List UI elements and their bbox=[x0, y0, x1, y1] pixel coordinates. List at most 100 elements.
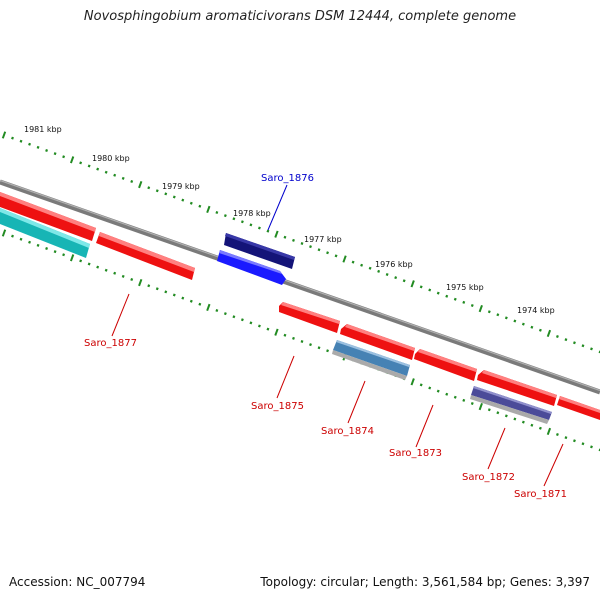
gene-label-saro-1875[interactable]: Saro_1875 bbox=[251, 401, 304, 412]
outer-minor-tick bbox=[223, 214, 227, 218]
gene-arrow-saro-1877[interactable] bbox=[96, 232, 195, 280]
outer-minor-tick bbox=[266, 229, 270, 233]
gene-label-saro-1871[interactable]: Saro_1871 bbox=[514, 489, 567, 500]
inner-minor-tick bbox=[36, 243, 40, 247]
inner-minor-tick bbox=[309, 343, 312, 347]
outer-minor-tick bbox=[232, 217, 236, 221]
page-title: Novosphingobium aromaticivorans DSM 1244… bbox=[83, 9, 517, 24]
gene-arrow-saro-1873[interactable] bbox=[414, 349, 477, 381]
outer-minor-tick bbox=[53, 152, 57, 156]
outer-minor-tick bbox=[573, 341, 576, 345]
inner-minor-tick bbox=[292, 336, 295, 340]
accession-text: Accession: NC_007794 bbox=[9, 575, 146, 589]
inner-minor-tick bbox=[155, 287, 159, 291]
scale-label: 1974 kbp bbox=[517, 306, 555, 315]
gene-labels: Saro_1876 Saro_1877 Saro_1875 Saro_1874 … bbox=[84, 173, 567, 500]
topology-text: Topology: circular; Length: 3,561,584 bp… bbox=[260, 575, 590, 589]
leader-saro-1877 bbox=[111, 293, 130, 337]
outer-minor-tick bbox=[283, 235, 287, 239]
outer-minor-tick bbox=[394, 276, 398, 280]
outer-minor-tick bbox=[104, 170, 108, 174]
gene-arrow-saro-1874[interactable] bbox=[340, 324, 415, 360]
inner-major-tick bbox=[546, 427, 552, 436]
outer-minor-tick bbox=[564, 338, 568, 342]
inner-minor-tick bbox=[19, 237, 23, 241]
inner-minor-tick bbox=[538, 426, 542, 430]
feature-steel[interactable] bbox=[332, 340, 410, 380]
inner-minor-tick bbox=[436, 389, 440, 393]
inner-minor-tick bbox=[45, 246, 49, 251]
outer-minor-tick bbox=[385, 272, 389, 277]
inner-minor-tick bbox=[487, 408, 491, 412]
gene-arrow-saro-1871[interactable] bbox=[557, 396, 600, 420]
outer-minor-tick bbox=[240, 220, 244, 224]
outer-minor-tick bbox=[555, 334, 559, 339]
gene-label-saro-1877[interactable]: Saro_1877 bbox=[84, 338, 137, 349]
gene-label-saro-1876[interactable]: Saro_1876 bbox=[261, 173, 314, 184]
inner-minor-tick bbox=[504, 414, 508, 418]
inner-minor-tick bbox=[240, 318, 244, 322]
inner-minor-tick bbox=[470, 401, 474, 406]
inner-major-tick bbox=[274, 328, 279, 336]
scale-label: 1975 kbp bbox=[446, 283, 484, 292]
gene-arrow-far-left[interactable] bbox=[0, 192, 96, 241]
inner-major-tick bbox=[410, 378, 415, 386]
scale-label: 1978 kbp bbox=[233, 209, 271, 218]
gene-arrow-saro-1872[interactable] bbox=[477, 370, 557, 406]
outer-minor-tick bbox=[402, 279, 406, 283]
outer-major-tick bbox=[1, 131, 7, 139]
gene-arrow-saro-1875[interactable] bbox=[279, 302, 340, 333]
outer-tick-track bbox=[1, 131, 600, 354]
feature-slate[interactable] bbox=[470, 386, 552, 424]
outer-minor-tick bbox=[45, 148, 49, 153]
gene-arrow-saro-1876[interactable] bbox=[217, 250, 286, 285]
inner-minor-tick bbox=[428, 386, 432, 390]
outer-minor-tick bbox=[317, 248, 321, 252]
inner-minor-tick bbox=[257, 324, 261, 328]
gene-label-saro-1874[interactable]: Saro_1874 bbox=[321, 426, 374, 437]
outer-minor-tick bbox=[513, 319, 517, 323]
outer-minor-tick bbox=[19, 139, 23, 143]
leader-saro-1873 bbox=[415, 404, 434, 448]
inner-minor-tick bbox=[215, 308, 219, 313]
inner-minor-tick bbox=[300, 339, 304, 344]
gene-label-saro-1873[interactable]: Saro_1873 bbox=[389, 448, 442, 459]
inner-minor-tick bbox=[96, 265, 100, 269]
gene-label-saro-1872[interactable]: Saro_1872 bbox=[462, 472, 515, 483]
gene-arrow-saro-1876-dark[interactable] bbox=[224, 233, 295, 269]
outer-minor-tick bbox=[36, 145, 40, 149]
outer-minor-tick bbox=[521, 322, 525, 326]
inner-minor-tick bbox=[419, 383, 423, 387]
outer-minor-tick bbox=[504, 316, 508, 320]
scale-label: 1981 kbp bbox=[24, 125, 62, 134]
inner-minor-tick bbox=[130, 277, 134, 282]
outer-minor-tick bbox=[181, 198, 185, 202]
outer-minor-tick bbox=[155, 189, 159, 193]
outer-minor-tick bbox=[62, 155, 66, 159]
outer-major-tick bbox=[546, 329, 552, 338]
outer-minor-tick bbox=[172, 195, 176, 199]
leader-saro-1871 bbox=[543, 443, 564, 487]
inner-minor-tick bbox=[198, 302, 202, 306]
outer-minor-tick bbox=[189, 201, 193, 205]
inner-minor-tick bbox=[189, 299, 193, 303]
inner-major-tick bbox=[138, 278, 143, 287]
inner-minor-tick bbox=[326, 349, 329, 353]
outer-major-tick bbox=[138, 180, 143, 189]
inner-minor-tick bbox=[462, 398, 466, 402]
outer-minor-tick bbox=[309, 245, 312, 249]
inner-minor-tick bbox=[530, 423, 534, 427]
outer-major-tick bbox=[410, 280, 415, 288]
inner-major-tick bbox=[478, 402, 483, 411]
inner-minor-tick bbox=[445, 392, 449, 396]
outer-minor-tick bbox=[419, 285, 423, 289]
inner-minor-tick bbox=[573, 439, 576, 443]
feature-cyan[interactable] bbox=[0, 208, 90, 258]
inner-minor-tick bbox=[513, 417, 517, 421]
outer-minor-tick bbox=[360, 263, 364, 267]
outer-minor-tick bbox=[130, 179, 134, 184]
inner-minor-tick bbox=[181, 296, 185, 300]
inner-major-tick bbox=[69, 254, 75, 262]
inner-minor-tick bbox=[104, 268, 108, 272]
scale-labels: 1981 kbp 1980 kbp 1979 kbp 1978 kbp 1977… bbox=[24, 125, 555, 315]
